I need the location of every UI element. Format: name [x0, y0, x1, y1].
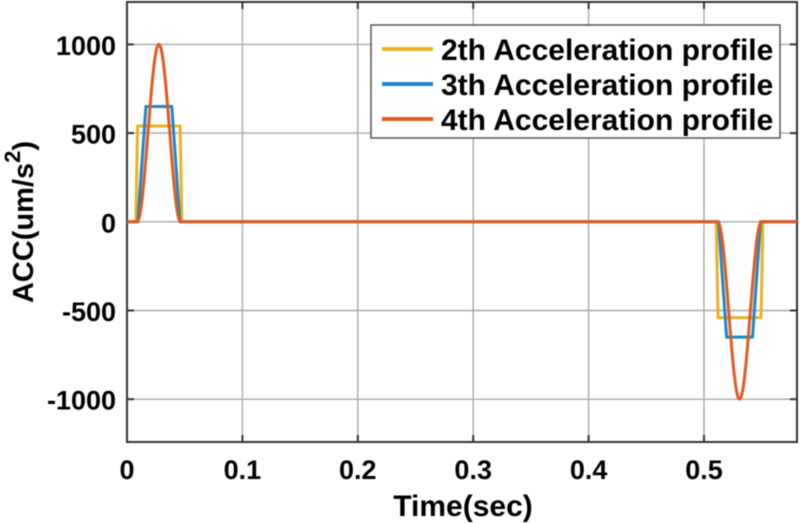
svg-text:-500: -500: [62, 297, 116, 327]
svg-text:0: 0: [119, 455, 134, 485]
svg-text:2th Acceleration profile: 2th Acceleration profile: [441, 34, 773, 67]
svg-text:-1000: -1000: [47, 386, 116, 416]
svg-text:0.1: 0.1: [224, 455, 262, 485]
svg-text:ACC(um/s2): ACC(um/s2): [0, 141, 40, 303]
svg-text:0.5: 0.5: [685, 455, 723, 485]
svg-text:4th Acceleration profile: 4th Acceleration profile: [441, 104, 773, 137]
svg-text:1000: 1000: [56, 31, 116, 61]
svg-text:0.2: 0.2: [339, 455, 377, 485]
svg-text:500: 500: [71, 120, 116, 150]
svg-text:0.4: 0.4: [570, 455, 608, 485]
svg-text:0.3: 0.3: [454, 455, 492, 485]
svg-text:0: 0: [101, 208, 116, 238]
svg-text:Time(sec): Time(sec): [393, 490, 533, 523]
svg-text:3th Acceleration profile: 3th Acceleration profile: [441, 69, 773, 102]
